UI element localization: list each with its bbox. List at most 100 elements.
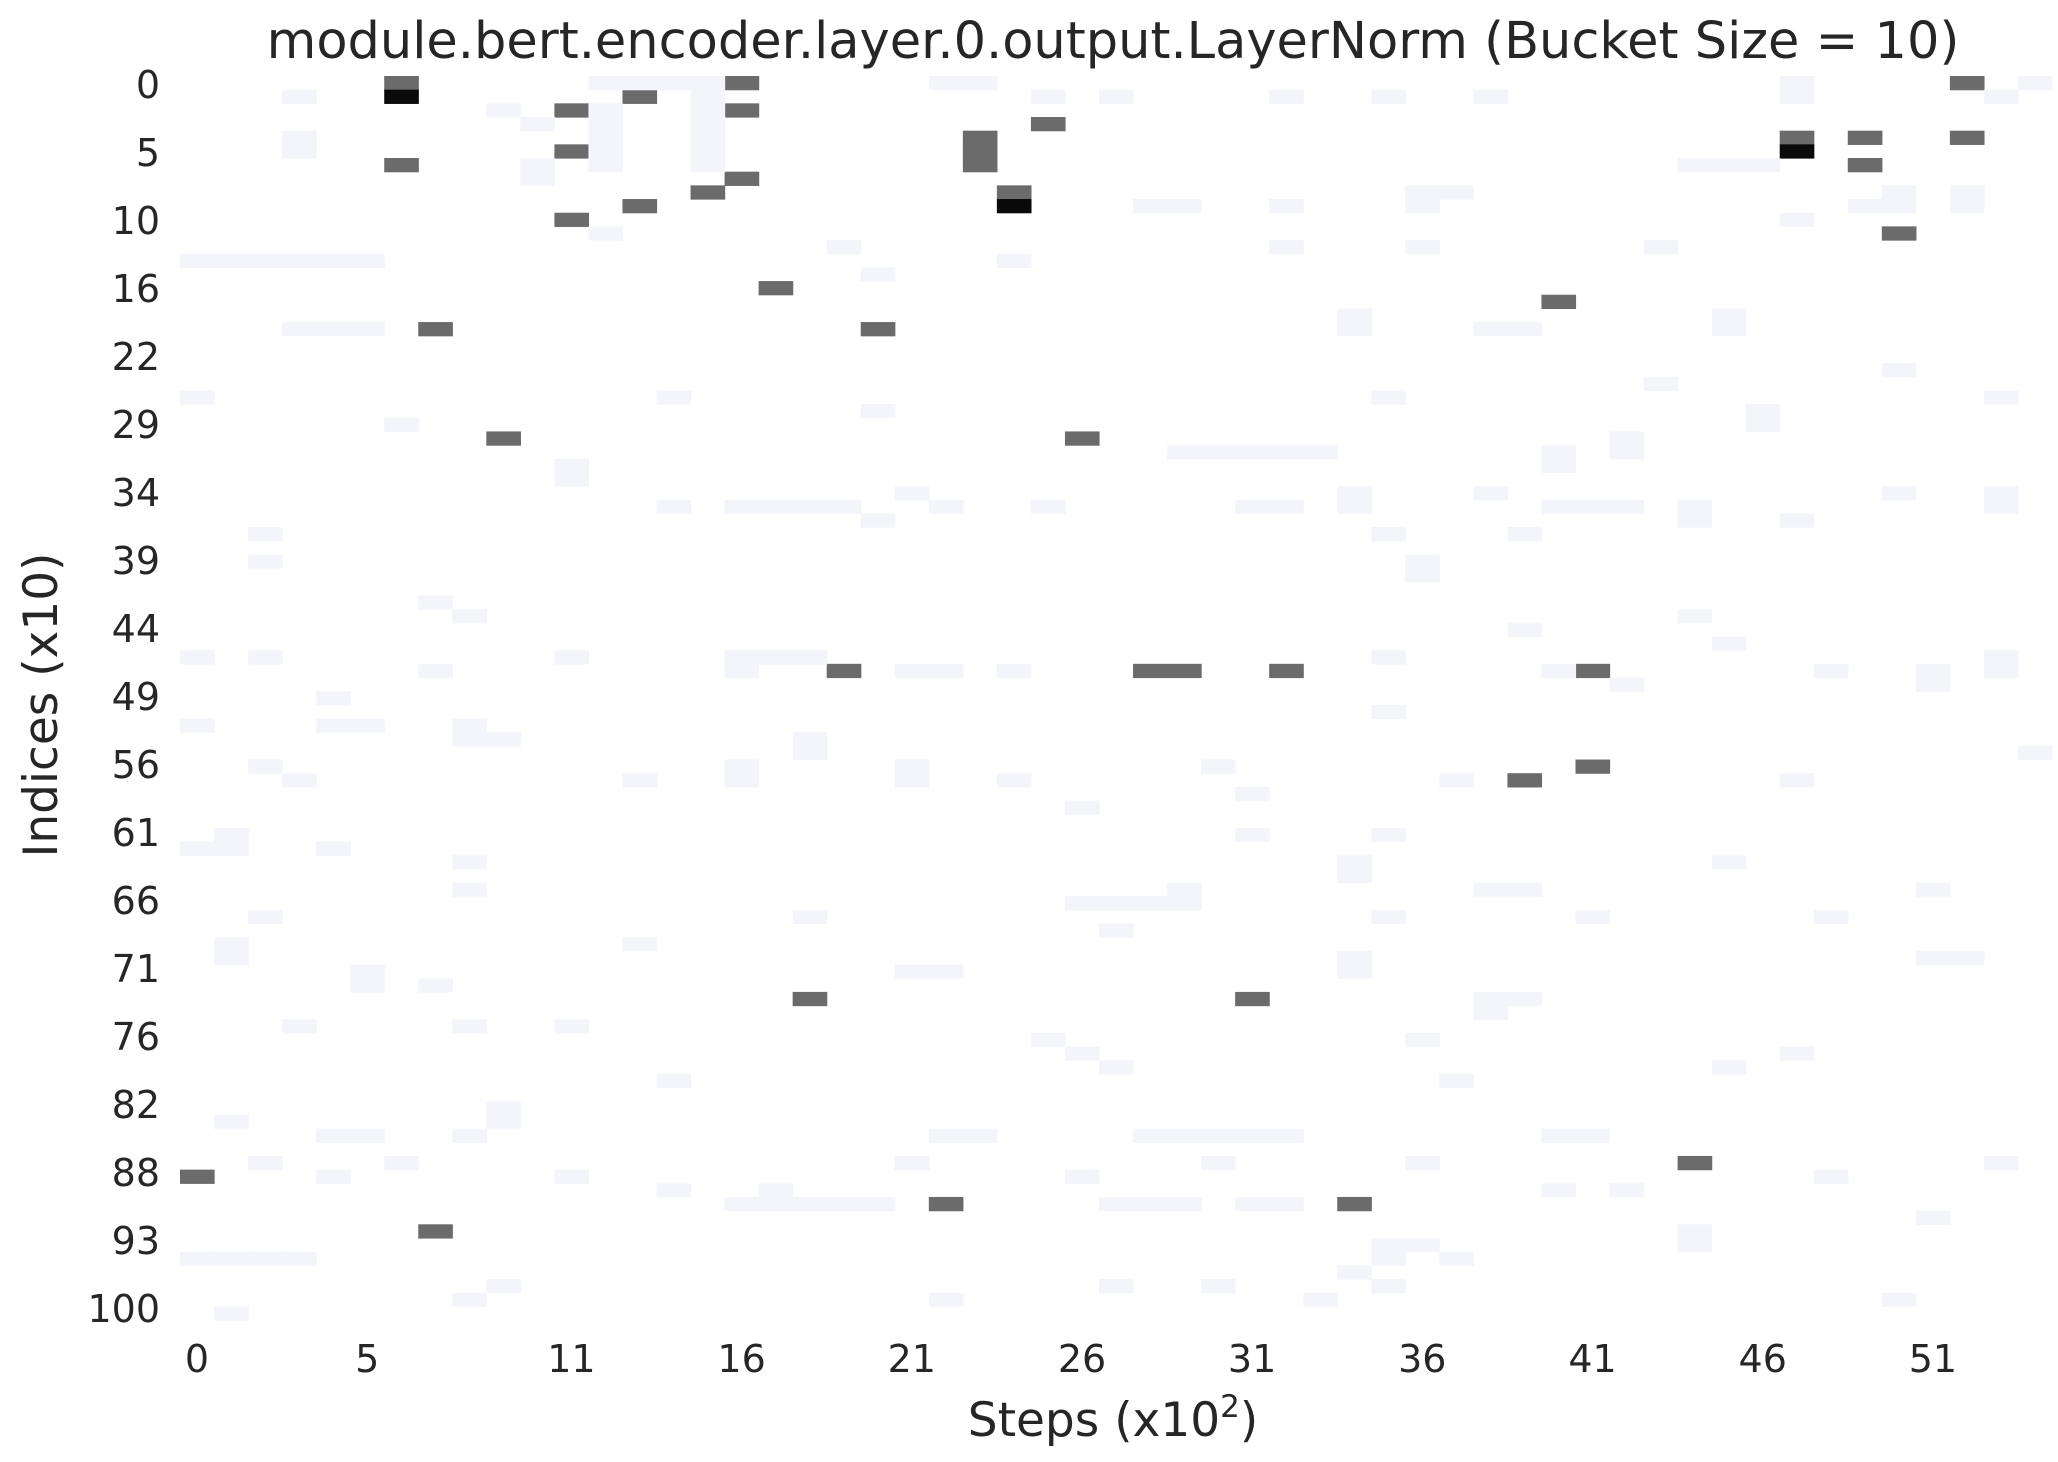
heatmap-cell (1983, 1155, 2019, 1171)
heatmap-cell (1779, 144, 1815, 159)
heatmap-cell (1337, 950, 1372, 966)
heatmap-cell (588, 158, 624, 173)
heatmap-cell (1167, 663, 1202, 679)
heatmap-cell (1541, 1183, 1577, 1198)
heatmap-cell (316, 718, 351, 733)
y-tick-label: 16 (112, 267, 160, 311)
heatmap-cell (418, 1224, 453, 1239)
heatmap-cell (180, 253, 215, 268)
heatmap-cell (1439, 185, 1474, 200)
heatmap-cell (282, 89, 317, 104)
heatmap-cell (384, 76, 419, 91)
heatmap-cell (214, 841, 249, 856)
heatmap-cell (1915, 1210, 1951, 1225)
heatmap-cell (1269, 499, 1304, 515)
heatmap-cell (622, 76, 658, 91)
heatmap-cell (1473, 991, 1509, 1007)
heatmap-cell (758, 650, 794, 665)
heatmap-cell (1915, 882, 1951, 897)
heatmap-cell (860, 513, 896, 528)
heatmap-cell (690, 158, 726, 173)
heatmap-cell (452, 855, 487, 870)
heatmap-cell (1235, 827, 1270, 843)
heatmap-cell (962, 1128, 998, 1143)
heatmap-cell (996, 199, 1032, 214)
heatmap-cell (350, 978, 385, 993)
heatmap-cell (860, 322, 896, 337)
heatmap-cell (1983, 663, 2019, 679)
heatmap-cell (1405, 199, 1440, 214)
heatmap-cell (486, 431, 521, 446)
heatmap-cell (1064, 431, 1100, 446)
heatmap-cell (1167, 199, 1202, 214)
heatmap-cell (1167, 1128, 1202, 1143)
heatmap-cell (1167, 882, 1202, 897)
heatmap-cell (180, 718, 215, 733)
heatmap-cell (1405, 1155, 1440, 1171)
heatmap-cell (1098, 89, 1134, 104)
heatmap-cell (894, 773, 930, 788)
heatmap-cell (1847, 130, 1883, 145)
heatmap-cell (1269, 1196, 1304, 1212)
heatmap-cell (1269, 663, 1304, 679)
heatmap-cell (214, 827, 249, 843)
heatmap-cell (588, 103, 624, 118)
heatmap-cell (1405, 240, 1440, 255)
heatmap-cell (248, 759, 283, 774)
heatmap-cell (180, 1251, 215, 1266)
heatmap-cell (724, 650, 760, 665)
heatmap-cell (792, 909, 828, 925)
heatmap-cell (724, 76, 760, 91)
heatmap-cell (1473, 486, 1509, 501)
heatmap-cell (1303, 445, 1338, 460)
heatmap-cell (1337, 964, 1372, 979)
heatmap-cell (622, 773, 658, 788)
heatmap-cell (1064, 896, 1100, 911)
heatmap-cell (1677, 1155, 1713, 1171)
x-tick-label: 16 (717, 1337, 765, 1381)
y-tick-label: 49 (112, 675, 160, 719)
heatmap-cell (282, 1019, 317, 1034)
heatmap-cell (1677, 609, 1713, 624)
heatmap-cell (894, 663, 930, 679)
heatmap-cell (248, 1251, 283, 1266)
heatmap-cell (1711, 158, 1747, 173)
heatmap-cell (1507, 773, 1543, 788)
heatmap-cell (384, 1155, 419, 1171)
heatmap-cells (180, 76, 2053, 1321)
heatmap-cell (996, 185, 1032, 200)
heatmap-cell (1098, 1196, 1134, 1212)
heatmap-cell (1303, 1292, 1338, 1307)
heatmap-cell (1235, 1196, 1270, 1212)
y-tick-label: 66 (112, 879, 160, 923)
heatmap-cell (554, 212, 590, 227)
heatmap-cell (1473, 322, 1509, 337)
heatmap-cell (1711, 1060, 1747, 1075)
heatmap-cell (214, 1251, 249, 1266)
heatmap-cell (554, 650, 590, 665)
heatmap-cell (1405, 185, 1440, 200)
heatmap-cell (452, 1128, 487, 1143)
heatmap-cell (1371, 390, 1406, 405)
heatmap-cell (1064, 1046, 1100, 1061)
heatmap-cell (690, 89, 726, 104)
heatmap-cell (1881, 226, 1917, 241)
heatmap-cell (894, 759, 930, 774)
heatmap-cell (928, 76, 964, 91)
heatmap-cell (1609, 499, 1645, 515)
heatmap-cell (1983, 486, 2019, 501)
heatmap-cell (1711, 322, 1747, 337)
x-tick-label: 11 (547, 1337, 595, 1381)
heatmap-cell (1575, 1128, 1611, 1143)
x-axis-label-superscript: 2 (1220, 1389, 1240, 1425)
heatmap-cell (1439, 773, 1474, 788)
heatmap-cell (452, 1292, 487, 1307)
heatmap-cell (554, 472, 590, 487)
heatmap-cell (384, 89, 419, 104)
heatmap-cell (248, 554, 283, 569)
y-tick-label: 76 (112, 1015, 160, 1059)
y-tick-label: 29 (112, 403, 160, 447)
heatmap-cell (1098, 1060, 1134, 1075)
heatmap-cell (1711, 308, 1747, 323)
